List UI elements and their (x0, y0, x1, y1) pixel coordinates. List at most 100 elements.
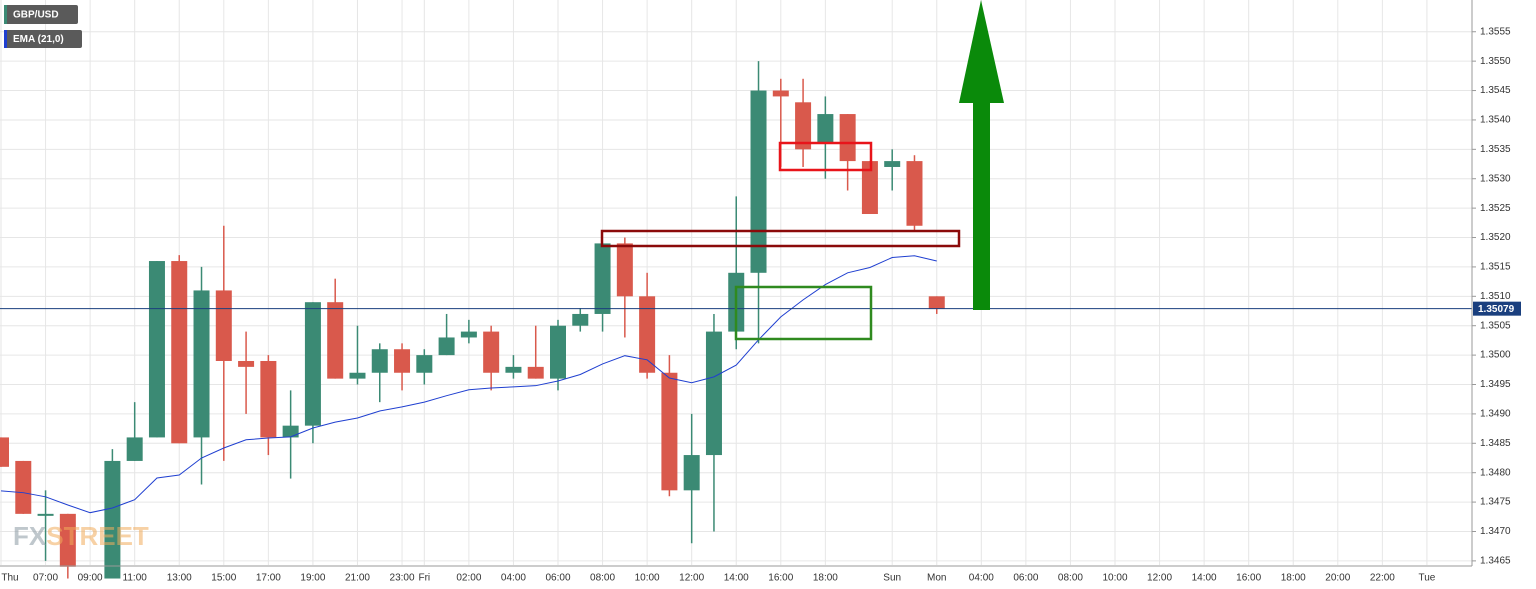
candle-body (148, 261, 165, 438)
x-tick-label: 21:00 (345, 573, 370, 584)
candle-body (371, 349, 388, 373)
x-tick-label: 17:00 (256, 573, 281, 584)
candle-body (238, 360, 255, 367)
y-tick-label: 1.3510 (1480, 291, 1511, 302)
candle-body (59, 513, 76, 567)
x-tick-label: Mon (927, 573, 946, 584)
candle-body (772, 90, 789, 97)
y-tick-label: 1.3525 (1480, 203, 1511, 214)
candle-body (505, 366, 522, 373)
y-tick-label: 1.3545 (1480, 85, 1511, 96)
legend: GBP/USD EMA (21,0) (4, 5, 82, 48)
x-tick-label: Tue (1418, 573, 1435, 584)
x-tick-label: 10:00 (1102, 573, 1127, 584)
candle-body (460, 331, 477, 338)
legend-label: EMA (21,0) (13, 34, 64, 45)
candle-body (572, 313, 589, 326)
y-tick-label: 1.3550 (1480, 56, 1511, 67)
candle-body (282, 425, 299, 438)
candle-body (683, 455, 700, 491)
candle-body (104, 460, 121, 579)
candle-body (527, 366, 544, 379)
y-tick-label: 1.3555 (1480, 26, 1511, 37)
x-tick-label: 13:00 (167, 573, 192, 584)
watermark: FXSTREET (13, 521, 149, 551)
x-tick-label: 23:00 (390, 573, 415, 584)
x-tick-label: 19:00 (300, 573, 325, 584)
x-tick-label: Fri (418, 573, 430, 584)
candle-body (839, 114, 856, 162)
x-tick-label: 18:00 (813, 573, 838, 584)
candle-body (215, 290, 232, 361)
y-tick-label: 1.3520 (1480, 232, 1511, 243)
candle-body (928, 296, 945, 309)
legend-label: GBP/USD (13, 10, 59, 21)
y-tick-label: 1.3505 (1480, 320, 1511, 331)
candle-body (171, 261, 188, 444)
arrow-shaft (973, 102, 990, 310)
x-tick-label: Sun (883, 573, 901, 584)
y-tick-label: 1.3495 (1480, 379, 1511, 390)
y-tick-label: 1.3485 (1480, 438, 1511, 449)
x-tick-label: 06:00 (545, 573, 570, 584)
candle-body (639, 296, 656, 373)
x-tick-label: 04:00 (501, 573, 526, 584)
candle-body (661, 372, 678, 491)
y-tick-label: 1.3500 (1480, 350, 1511, 361)
x-tick-label: 06:00 (1013, 573, 1038, 584)
x-tick-label: 04:00 (969, 573, 994, 584)
candle-body (616, 243, 633, 297)
y-tick-label: 1.3515 (1480, 262, 1511, 273)
highlight-box (778, 141, 873, 172)
candle-body (126, 437, 143, 461)
x-tick-label: 15:00 (211, 573, 236, 584)
candle-body (483, 331, 500, 373)
candle-body (906, 161, 923, 226)
x-tick-label: Thu (1, 573, 18, 584)
candle-body (750, 90, 767, 273)
x-tick-label: 18:00 (1281, 573, 1306, 584)
last-price-label: 1.35079 (1478, 304, 1515, 315)
last-price-box (1473, 301, 1521, 316)
y-tick-label: 1.3530 (1480, 173, 1511, 184)
arrow-head (959, 0, 1004, 103)
candle-body (15, 460, 32, 514)
x-tick-label: 12:00 (1147, 573, 1172, 584)
ema-line (0, 255, 937, 514)
x-tick-label: 10:00 (635, 573, 660, 584)
watermark-part: FX (13, 521, 47, 551)
candle-body (594, 243, 611, 314)
x-tick-label: 20:00 (1325, 573, 1350, 584)
x-tick-label: 08:00 (590, 573, 615, 584)
x-tick-label: 09:00 (78, 573, 103, 584)
marks (0, 61, 1472, 579)
y-tick-label: 1.3540 (1480, 115, 1511, 126)
y-tick-label: 1.3490 (1480, 409, 1511, 420)
candle-body (349, 372, 366, 379)
y-tick-label: 1.3535 (1480, 144, 1511, 155)
watermark-part: STREET (46, 521, 149, 551)
candle-body (193, 290, 210, 438)
x-tick-label: 14:00 (1192, 573, 1217, 584)
x-tick-label: 14:00 (724, 573, 749, 584)
support-box (734, 285, 873, 341)
x-tick-label: 12:00 (679, 573, 704, 584)
y-tick-label: 1.3475 (1480, 497, 1511, 508)
x-tick-label: 02:00 (456, 573, 481, 584)
y-tick-label: 1.3480 (1480, 467, 1511, 478)
x-tick-label: 11:00 (123, 573, 148, 584)
candle-body (327, 302, 344, 379)
resistance-box (600, 229, 961, 248)
legend-swatch (4, 30, 7, 48)
x-tick-label: 22:00 (1370, 573, 1395, 584)
y-tick-label: 1.3470 (1480, 526, 1511, 537)
candle-body (438, 337, 455, 356)
legend-box (4, 5, 78, 24)
x-tick-label: 07:00 (33, 573, 58, 584)
candle-body (550, 325, 566, 379)
candle-body (416, 355, 433, 373)
candle-body (705, 331, 722, 456)
candle-body (861, 161, 878, 215)
